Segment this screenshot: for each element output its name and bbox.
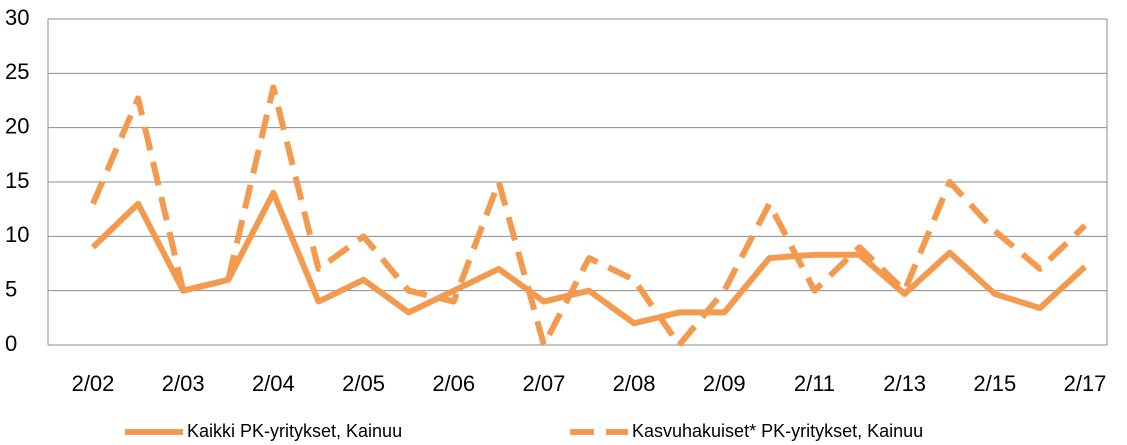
series-line	[90, 84, 1088, 348]
x-tick-label: 2/15	[973, 371, 1016, 396]
series-line	[90, 189, 1088, 327]
y-tick-label: 0	[5, 331, 17, 356]
y-tick-label: 10	[5, 222, 29, 247]
y-tick-label: 5	[5, 276, 17, 301]
x-tick-label: 2/11	[794, 371, 835, 396]
x-tick-label: 2/09	[703, 371, 746, 396]
legend-label: Kaikki PK-yritykset, Kainuu	[187, 421, 402, 441]
x-tick-label: 2/13	[883, 371, 926, 396]
x-tick-label: 2/05	[342, 371, 385, 396]
x-tick-label: 2/03	[162, 371, 205, 396]
y-tick-label: 30	[5, 5, 29, 30]
x-tick-label: 2/04	[252, 371, 295, 396]
y-tick-label: 20	[5, 113, 29, 138]
x-tick-label: 2/17	[1064, 371, 1107, 396]
y-tick-label: 15	[5, 168, 29, 193]
x-tick-label: 2/06	[432, 371, 475, 396]
y-tick-label: 25	[5, 59, 29, 84]
x-tick-label: 2/07	[522, 371, 565, 396]
x-tick-label: 2/08	[613, 371, 656, 396]
legend-label: Kasvuhakuiset* PK-yritykset, Kainuu	[632, 421, 923, 441]
x-tick-label: 2/02	[72, 371, 115, 396]
